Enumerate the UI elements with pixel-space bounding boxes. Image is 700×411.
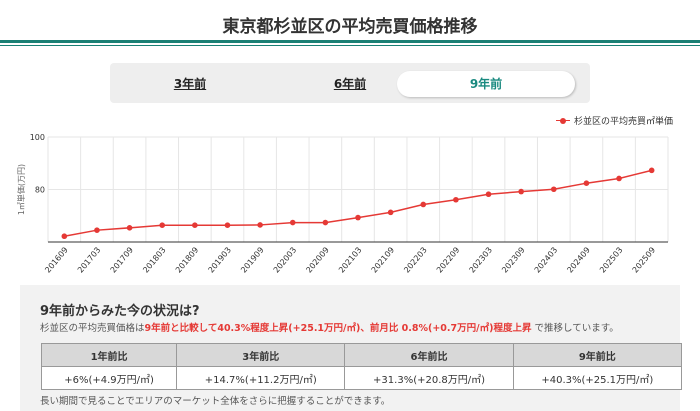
data-point — [616, 175, 622, 182]
desc-highlight: 9年前と比較して40.3%程度上昇(+25.1万円/㎡)、前月比 0.8%(+0… — [144, 323, 532, 334]
x-tick-label: 201809 — [174, 246, 201, 275]
data-point — [420, 201, 427, 208]
value-6y: +31.3%(+20.8万円/㎡) — [344, 366, 514, 390]
data-point — [387, 209, 394, 216]
x-tick-label: 202103 — [337, 246, 364, 275]
legend-marker-icon — [556, 117, 570, 125]
data-point — [61, 233, 68, 240]
x-tick-label: 202503 — [598, 246, 625, 275]
x-tick-label: 202109 — [370, 246, 397, 275]
value-9y: +40.3%(+25.1万円/㎡) — [512, 366, 683, 390]
data-point — [485, 191, 492, 198]
header-divider — [0, 40, 700, 43]
value-3y: +14.7%(+11.2万円/㎡) — [176, 366, 346, 390]
data-point — [355, 214, 361, 221]
x-tick-label: 202409 — [565, 246, 592, 275]
x-tick-label: 202303 — [468, 246, 495, 275]
x-tick-label: 201703 — [76, 246, 103, 275]
summary-description: 杉並区の平均売買価格は9年前と比較して40.3%程度上昇(+25.1万円/㎡)、… — [40, 320, 619, 334]
x-tick-label: 202509 — [631, 246, 658, 275]
x-tick-label: 201709 — [109, 246, 136, 275]
x-tick-label: 201803 — [141, 246, 168, 275]
data-point — [550, 186, 557, 193]
tab-3-years[interactable]: 3年前 — [173, 77, 207, 91]
desc-prefix: 杉並区の平均売買価格は — [40, 323, 145, 334]
y-tick-label: 100 — [30, 133, 45, 142]
data-point — [192, 222, 198, 228]
x-tick-label: 202003 — [272, 246, 299, 275]
x-tick-label: 202403 — [533, 246, 560, 275]
summary-note: 長い期間で見ることでエリアのマーケット全体をさらに把握することができます。 — [40, 396, 391, 407]
header-6y: 6年前比 — [344, 343, 514, 367]
period-tabs: 3年前 6年前 9年前 — [110, 63, 590, 103]
x-tick-label: 202203 — [402, 246, 429, 275]
x-tick-label: 201903 — [206, 246, 233, 275]
data-point — [322, 219, 329, 226]
data-point — [159, 222, 166, 228]
header-3y: 3年前比 — [176, 343, 346, 367]
x-tick-label: 201609 — [43, 246, 70, 275]
data-point — [648, 167, 655, 174]
desc-suffix: で推移しています。 — [531, 323, 619, 334]
tab-9-years[interactable]: 9年前 — [397, 71, 575, 97]
data-point — [583, 180, 590, 186]
data-point — [126, 225, 133, 231]
series-line — [64, 169, 652, 237]
tab-6-years[interactable]: 6年前 — [333, 77, 367, 91]
table-header-row: 1年前比 3年前比 6年前比 9年前比 — [40, 343, 683, 367]
x-tick-label: 201909 — [239, 246, 266, 275]
data-point — [453, 196, 459, 203]
y-tick-label: 80 — [35, 186, 45, 195]
page-title: 東京都杉並区の平均売買価格推移 — [222, 17, 478, 37]
x-tick-label: 202309 — [500, 246, 527, 275]
comparison-table: 1年前比 3年前比 6年前比 9年前比 +6%(+4.9万円/㎡) +14.7%… — [40, 343, 683, 390]
legend-label: 杉並区の平均売買㎡単価 — [574, 117, 674, 127]
summary-title: 9年前からみた今の状況は? — [40, 304, 200, 319]
x-tick-label: 202209 — [435, 246, 462, 275]
header-9y: 9年前比 — [512, 343, 683, 367]
value-1y: +6%(+4.9万円/㎡) — [40, 366, 178, 390]
data-point — [518, 188, 524, 195]
data-point — [94, 227, 100, 233]
x-tick-label: 202009 — [304, 246, 331, 275]
table-row: +6%(+4.9万円/㎡) +14.7%(+11.2万円/㎡) +31.3%(+… — [40, 366, 683, 390]
data-point — [224, 222, 231, 228]
data-point — [289, 219, 296, 226]
header-divider-thin — [0, 45, 700, 46]
data-point — [257, 222, 263, 228]
summary-panel: 9年前からみた今の状況は? 杉並区の平均売買価格は9年前と比較して40.3%程度… — [20, 285, 683, 411]
header-1y: 1年前比 — [40, 343, 178, 367]
chart-legend: 杉並区の平均売買㎡単価 — [556, 114, 673, 127]
y-axis-title: 1㎡単価(万円) — [16, 164, 26, 215]
